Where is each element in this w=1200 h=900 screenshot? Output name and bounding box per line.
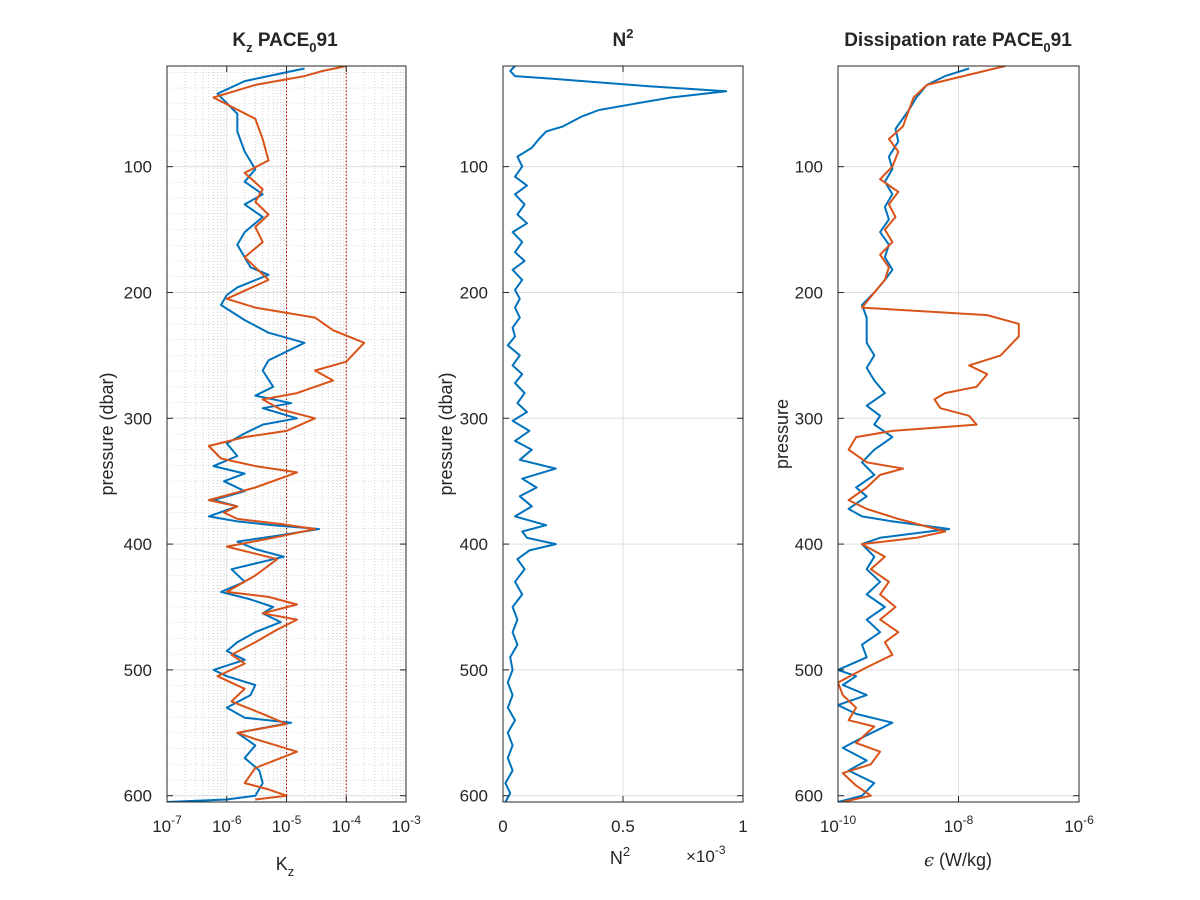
n2-ytick-label: 400: [460, 535, 488, 554]
kz-xtick-exp: -7: [171, 813, 182, 827]
eps-xtick-exp: -10: [839, 813, 857, 827]
n2-ytick-label: 500: [460, 661, 488, 680]
n2-xtick-label: 0: [498, 817, 507, 836]
dissipation-title: Dissipation rate PACE091: [844, 30, 1072, 55]
eps-series-1-line: [838, 67, 970, 802]
kz-xtick-exp: -5: [291, 813, 302, 827]
n2-ytick-label: 300: [460, 409, 488, 428]
n2-ytick-label: 100: [460, 158, 488, 177]
kz-xlabel: Kz: [276, 854, 295, 879]
eps-ytick-label: 300: [795, 409, 823, 428]
n2-xtick-label: 1: [738, 817, 747, 836]
eps-xtick-label: 10-10: [820, 813, 857, 836]
dissipation-ylabel: pressure: [772, 399, 792, 469]
kz-xtick-exp: -6: [231, 813, 242, 827]
n2-grid: [502, 66, 744, 802]
eps-xtick-exp: -8: [963, 813, 974, 827]
kz-panel: Kz PACE091 Kz pressure (dbar) 10-7 10-6 10…: [97, 30, 421, 879]
n2-ytick-label: 600: [460, 787, 488, 806]
dissipation-panel: Dissipation rate PACE091 ϵ (W/kg) pressu…: [772, 30, 1094, 871]
eps-ytick-label: 500: [795, 661, 823, 680]
kz-xtick-base: 10: [152, 817, 171, 836]
eps-ytick-label: 100: [795, 158, 823, 177]
eps-xtick-base: 10: [820, 817, 839, 836]
eps-xtick-base: 10: [944, 817, 963, 836]
n2-x-multiplier: ×10-3: [686, 843, 726, 866]
kz-xtick-base: 10: [272, 817, 291, 836]
kz-xtick-label: 10-5: [272, 813, 302, 836]
kz-title: Kz PACE091: [232, 30, 338, 55]
kz-series-2-line: [207, 66, 366, 801]
kz-ytick-label: 400: [124, 535, 152, 554]
kz-xtick-exp: -4: [350, 813, 361, 827]
kz-grid: [166, 66, 407, 802]
kz-xtick-base: 10: [212, 817, 231, 836]
kz-xtick-label: 10-6: [212, 813, 242, 836]
eps-xtick-label: 10-6: [1064, 813, 1094, 836]
kz-xtick-exp: -3: [410, 813, 421, 827]
kz-ytick-label: 300: [124, 409, 152, 428]
n2-panel: N2 N2 ×10-3 pressure (dbar) 0 0.5 1 100 200 3…: [436, 26, 748, 868]
kz-xtick-base: 10: [391, 817, 410, 836]
n2-xlabel: N2: [610, 844, 630, 868]
n2-title: N2: [613, 26, 634, 51]
eps-ytick-label: 200: [795, 283, 823, 302]
eps-xtick-exp: -6: [1083, 813, 1094, 827]
kz-xtick-label: 10-7: [152, 813, 182, 836]
kz-series-1-line: [167, 67, 320, 802]
n2-xtick-label: 0.5: [611, 817, 635, 836]
n2-series-1-line: [504, 66, 728, 802]
dissipation-xlabel: ϵ (W/kg): [924, 850, 992, 871]
eps-xtick-label: 10-8: [944, 813, 974, 836]
kz-xtick-label: 10-3: [391, 813, 421, 836]
eps-ytick-label: 600: [795, 787, 823, 806]
n2-ylabel: pressure (dbar): [436, 372, 456, 495]
kz-ylabel: pressure (dbar): [97, 372, 117, 495]
kz-xtick-label: 10-4: [331, 813, 361, 836]
kz-ytick-label: 100: [124, 158, 152, 177]
kz-xtick-base: 10: [331, 817, 350, 836]
eps-ytick-label: 400: [795, 535, 823, 554]
eps-series-2-line: [838, 66, 1020, 802]
kz-ytick-label: 600: [124, 787, 152, 806]
eps-xtick-base: 10: [1064, 817, 1083, 836]
kz-ytick-label: 500: [124, 661, 152, 680]
kz-ytick-label: 200: [124, 283, 152, 302]
n2-ytick-label: 200: [460, 283, 488, 302]
